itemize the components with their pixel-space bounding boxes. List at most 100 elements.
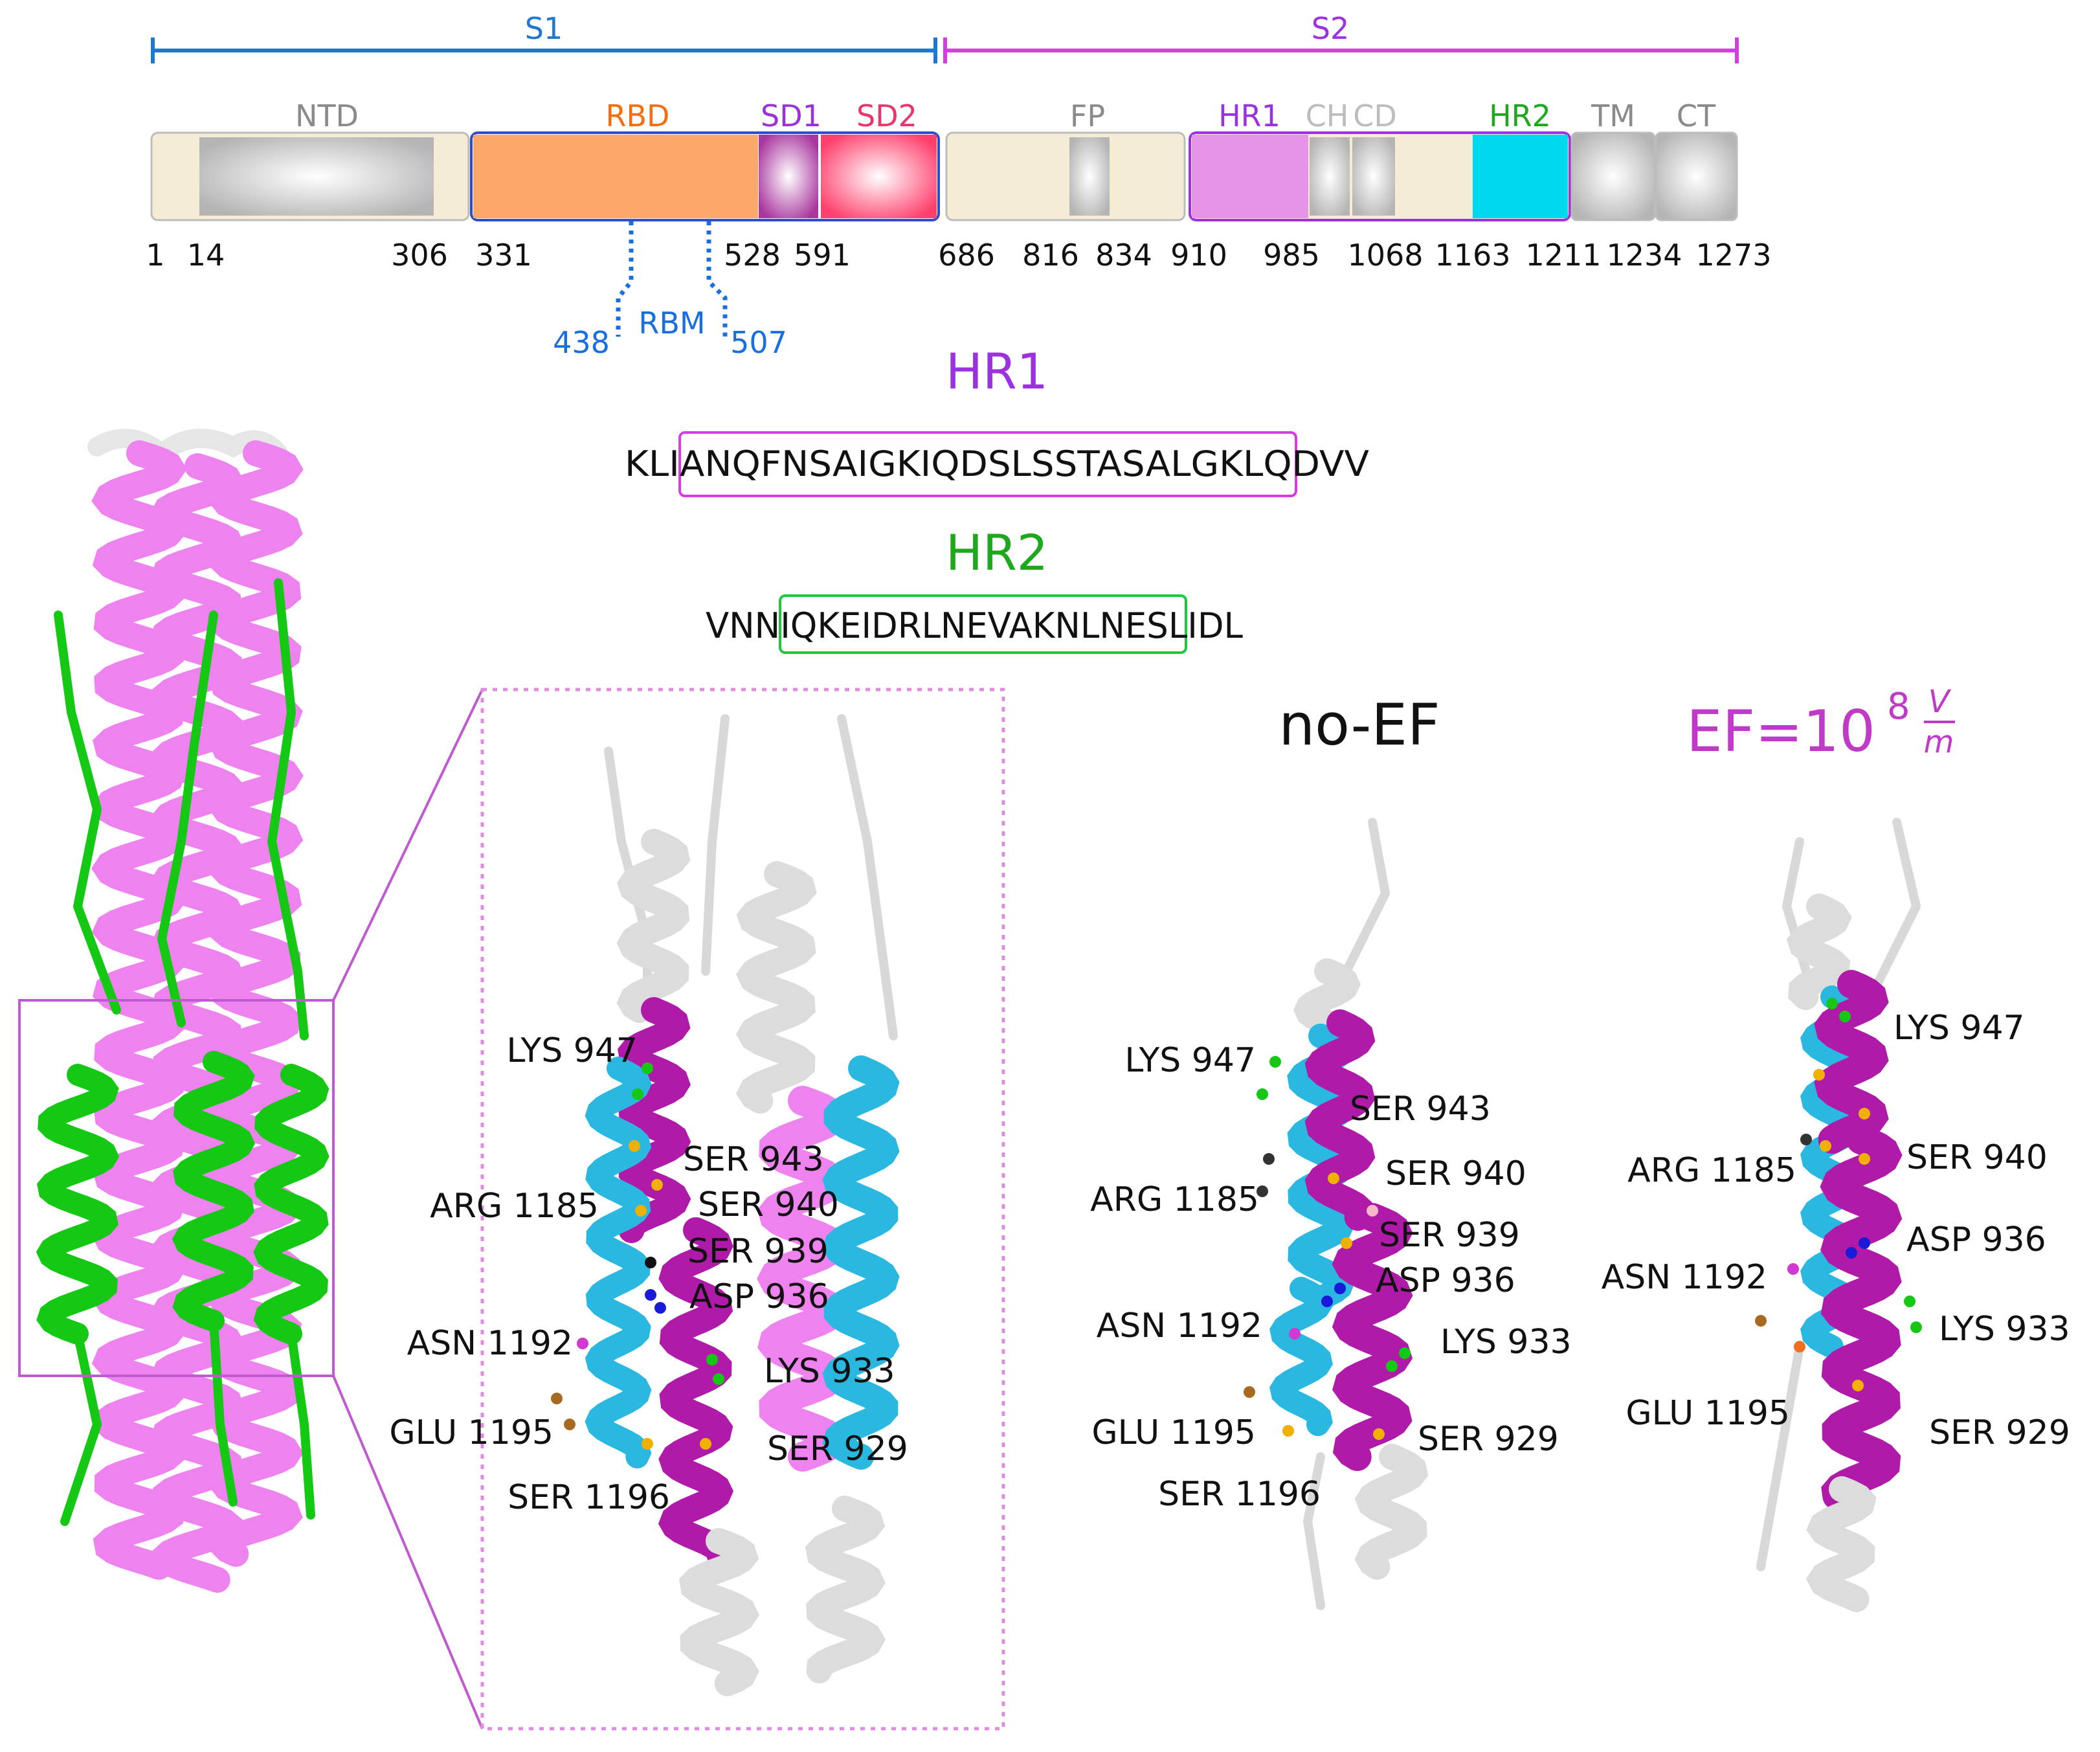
- coil: [837, 714, 898, 1040]
- hr1-helix: [757, 1086, 849, 1472]
- side-chain-atom: [645, 1289, 656, 1301]
- hr2-coil: [157, 611, 218, 1028]
- residue-label: GLU 1195: [1625, 1394, 1790, 1433]
- side-chain-atom: [1813, 1069, 1825, 1081]
- coil: [1303, 1452, 1325, 1610]
- side-chain-atom: [1321, 1296, 1333, 1307]
- zoom-helices: [551, 714, 900, 1696]
- side-chain-atom: [1282, 1425, 1294, 1437]
- rbm-start: 438: [553, 325, 610, 360]
- side-chain-atom: [1859, 1237, 1870, 1249]
- side-chain-atom: [645, 1257, 656, 1268]
- ef-title-text: EF=10: [1686, 698, 1875, 765]
- side-chain-atom: [1794, 1341, 1805, 1353]
- side-chain-atom: [1755, 1315, 1767, 1327]
- noef-title: no-EF: [1279, 691, 1440, 758]
- s2-label: S2: [1312, 11, 1349, 46]
- ef-residue-labels: LYS 947 ARG 1185 SER 940 ASP 936 ASN 119…: [1602, 1009, 2070, 1452]
- rbm-end: 507: [730, 325, 787, 360]
- position-numbers: 1 14 306 331 528 591 686 816 834 910 985…: [146, 238, 1771, 273]
- helix-grey: [735, 861, 817, 1114]
- hr2-helix: [36, 1064, 120, 1345]
- hr2-seq-title: HR2: [946, 524, 1048, 581]
- residue-label: GLU 1195: [1091, 1413, 1256, 1452]
- noef-residue-labels: LYS 947 SER 943 ARG 1185 SER 940 SER 939…: [1090, 1041, 1572, 1514]
- residue-label: GLU 1195: [389, 1413, 553, 1452]
- hr2-sequence: VNNIQKEIDRLNEVAKNLNESLIDL: [706, 605, 1243, 646]
- side-chain-atom: [1852, 1380, 1864, 1391]
- hr2-helix: [585, 1057, 652, 1468]
- fp-region: [945, 131, 1186, 221]
- ntd-block: [199, 137, 434, 216]
- position-label: 1273: [1695, 238, 1771, 273]
- cd-block: [1352, 137, 1395, 216]
- hr1-seq-box: [678, 431, 1297, 497]
- ef-unit-num: V: [1928, 684, 1952, 720]
- position-label: 816: [1022, 238, 1079, 273]
- hr1-helix: [658, 1217, 734, 1567]
- side-chain-atom: [1341, 1237, 1352, 1249]
- fp-block: [1069, 137, 1110, 216]
- residue-label: LYS 947: [506, 1031, 638, 1070]
- rbd-block: [473, 135, 758, 218]
- hr1-helix: [617, 997, 691, 1243]
- s1-label: S1: [525, 11, 563, 46]
- s1-bracket: S1: [151, 11, 937, 63]
- residue-label: ASP 936: [1376, 1261, 1515, 1300]
- side-chain-atom: [654, 1302, 666, 1314]
- residue-label: LYS 947: [1124, 1041, 1256, 1080]
- side-chain-atom: [1399, 1347, 1411, 1359]
- position-label: 331: [475, 238, 532, 273]
- position-label: 528: [724, 238, 781, 273]
- zoom-region-box: [18, 999, 335, 1377]
- residue-label: LYS 933: [1440, 1323, 1572, 1362]
- residue-label: ASN 1192: [407, 1324, 573, 1363]
- noef-helices: [1244, 818, 1429, 1610]
- position-label: 686: [938, 238, 995, 273]
- side-chain-atom: [706, 1354, 718, 1365]
- residue-label: ARG 1185: [1090, 1180, 1259, 1219]
- side-chain-atom: [1800, 1134, 1812, 1145]
- helix-grey: [1354, 1444, 1429, 1580]
- helix-grey: [1786, 893, 1853, 1010]
- side-chain-atom: [1334, 1283, 1346, 1294]
- hr1-helix: [1304, 1009, 1376, 1231]
- hr1-block: [1192, 135, 1308, 218]
- cd-label: CD: [1353, 98, 1397, 133]
- side-chain-atom: [1367, 1205, 1378, 1217]
- residue-label: SER 943: [1350, 1090, 1491, 1129]
- sd1-block: [759, 135, 818, 218]
- residue-label: SER 929: [767, 1430, 908, 1468]
- helix-grey: [616, 829, 691, 1023]
- sd2-label: SD2: [856, 98, 917, 133]
- residue-label: ASN 1192: [1602, 1258, 1767, 1297]
- fp-label: FP: [1070, 98, 1105, 133]
- helix-grey: [1805, 1476, 1877, 1612]
- hr2-coil: [267, 578, 309, 1040]
- rbd-label: RBD: [606, 98, 670, 133]
- position-label: 985: [1263, 238, 1320, 273]
- rbd-sd-outline: [470, 131, 940, 221]
- ef-unit-den: m: [1924, 724, 1954, 760]
- position-label: 14: [187, 238, 225, 273]
- domain-labels: NTD RBD SD1 SD2 FP HR1 CH CD HR2 TM CT: [295, 98, 1716, 133]
- coil: [1756, 1342, 1804, 1571]
- hr1-seq-title: HR1: [946, 343, 1048, 400]
- side-chain-atom: [700, 1438, 711, 1450]
- hr1-sequence: KLIANQFNSAIGKIQDSLSSTASALGKLQDVV: [625, 444, 1369, 484]
- side-chain-atom: [1839, 1011, 1851, 1022]
- tm-label: TM: [1591, 98, 1635, 133]
- hr2-coil: [287, 1329, 315, 1520]
- position-label: 306: [391, 238, 448, 273]
- hr1-domain-label: HR1: [1218, 98, 1280, 133]
- side-chain-atom: [1820, 1140, 1831, 1152]
- side-chain-atom: [1257, 1185, 1268, 1197]
- residue-label: ASP 936: [689, 1277, 829, 1316]
- side-chain-atom: [551, 1393, 563, 1404]
- hr2-seq-box: [779, 594, 1187, 654]
- residue-label: LYS 947: [1893, 1009, 2025, 1048]
- residue-label: SER 1196: [1158, 1475, 1321, 1514]
- residue-label: ARG 1185: [1627, 1151, 1796, 1190]
- side-chain-atom: [1859, 1153, 1870, 1165]
- side-chain-atom: [1787, 1263, 1799, 1275]
